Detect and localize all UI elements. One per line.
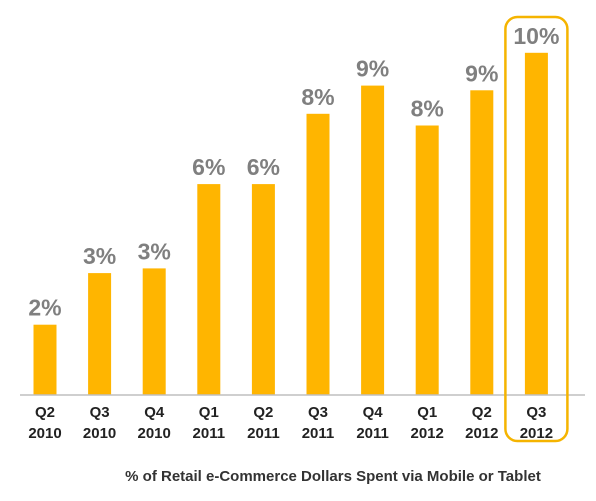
tick-label-quarter: Q1 <box>199 404 219 421</box>
tick-label-quarter: Q3 <box>526 404 546 421</box>
data-label: 3% <box>138 238 171 264</box>
bars-layer <box>33 52 548 396</box>
tick-label-quarter: Q2 <box>253 404 273 421</box>
tick-label-year: 2012 <box>520 425 553 442</box>
highlight-box <box>504 15 569 443</box>
bar-q1-2012 <box>415 125 439 395</box>
bar-chart: 2% Q2 2010 3% Q3 2010 3% Q4 2010 6% Q1 2011 6% Q2 2011… <box>20 15 585 443</box>
labels-layer: 2% Q2 2010 3% Q3 2010 3% Q4 2010 6% Q1 2011 6% Q2 2011… <box>28 23 559 442</box>
bar-q2-2010 <box>33 324 57 395</box>
bar-q4-2011 <box>361 85 385 395</box>
tick-label-year: 2011 <box>302 425 335 442</box>
bar-q3-2011 <box>306 113 330 396</box>
bar-q1-2011 <box>197 184 221 395</box>
data-label: 2% <box>28 295 61 321</box>
tick-label-year: 2010 <box>138 425 171 442</box>
data-label: 6% <box>247 154 280 180</box>
tick-label-year: 2011 <box>356 425 389 442</box>
tick-label-quarter: Q3 <box>308 404 328 421</box>
bar-q3-2010 <box>88 273 112 395</box>
data-label: 3% <box>83 243 116 269</box>
tick-label-year: 2011 <box>247 425 280 442</box>
tick-label-quarter: Q2 <box>35 404 55 421</box>
tick-label-quarter: Q2 <box>472 404 492 421</box>
tick-label-year: 2012 <box>411 425 444 442</box>
bar-q2-2011 <box>251 184 275 395</box>
tick-label-year: 2010 <box>28 425 61 442</box>
tick-label-year: 2010 <box>83 425 116 442</box>
data-label: 8% <box>301 84 334 110</box>
tick-label-quarter: Q4 <box>363 404 384 421</box>
data-label: 6% <box>192 154 225 180</box>
bar-q4-2010 <box>142 268 166 395</box>
tick-label-year: 2011 <box>193 425 226 442</box>
chart-caption: % of Retail e-Commerce Dollars Spent via… <box>125 468 541 485</box>
data-label: 8% <box>411 96 444 122</box>
bar-q3-2012 <box>524 52 548 396</box>
data-label: 9% <box>356 56 389 82</box>
tick-label-year: 2012 <box>465 425 498 442</box>
tick-label-quarter: Q1 <box>417 404 437 421</box>
tick-label-quarter: Q4 <box>144 404 165 421</box>
data-label: 10% <box>513 23 559 49</box>
bar-q2-2012 <box>470 90 494 396</box>
data-label: 9% <box>465 60 498 86</box>
tick-label-quarter: Q3 <box>90 404 110 421</box>
